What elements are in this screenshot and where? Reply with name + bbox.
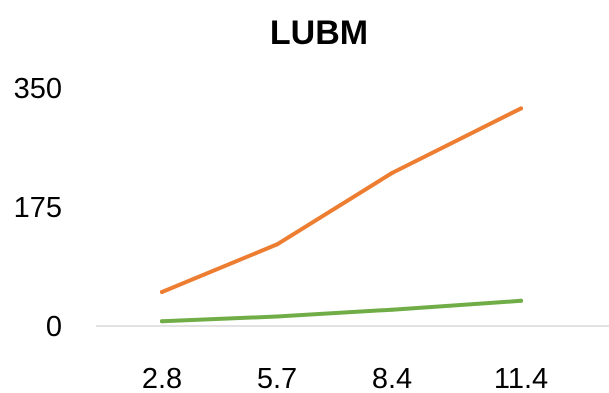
- x-tick-label: 2.8: [142, 363, 182, 393]
- y-axis-ticks: 0 175 350: [14, 73, 62, 343]
- series-2-point: [519, 298, 523, 303]
- x-axis-ticks: 2.8 5.7 8.4 11.4: [142, 363, 548, 393]
- x-tick-label: 11.4: [494, 363, 548, 393]
- chart-title: LUBM: [270, 14, 368, 52]
- y-tick-label: 175: [14, 192, 62, 224]
- series-2-point: [275, 314, 279, 319]
- series-1-point: [275, 242, 279, 247]
- series-1-point: [390, 171, 394, 175]
- y-tick-label: 350: [14, 73, 62, 105]
- series-2-point: [390, 307, 394, 312]
- series-lines: [160, 106, 523, 324]
- x-tick-label: 8.4: [372, 363, 412, 393]
- series-2-point: [160, 319, 164, 324]
- y-tick-label: 0: [46, 311, 62, 343]
- x-tick-label: 5.7: [257, 363, 297, 393]
- series-1-point: [160, 290, 164, 294]
- series-line-1: [160, 106, 523, 294]
- series-line-2: [160, 298, 523, 324]
- series-1-point: [519, 106, 523, 111]
